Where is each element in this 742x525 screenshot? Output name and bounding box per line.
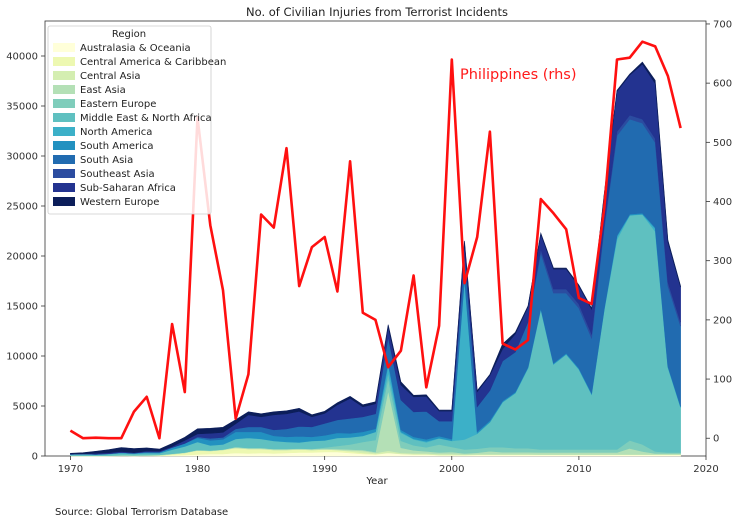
legend-label-western-europe: Western Europe <box>80 197 159 208</box>
area-western-europe <box>70 61 681 455</box>
area-series-group <box>70 61 681 457</box>
y2-tick-label: 100 <box>713 375 732 386</box>
legend-label-sub-saharan-africa: Sub-Saharan Africa <box>80 183 176 194</box>
x-tick-label: 1970 <box>58 464 83 475</box>
legend-label-east-asia: East Asia <box>80 85 126 96</box>
y2-tick-label: 700 <box>713 19 732 30</box>
legend-swatch-east-asia <box>53 85 75 94</box>
legend-label-north-america: North America <box>80 127 152 138</box>
x-axis-title: Year <box>365 476 388 487</box>
legend-swatch-sub-saharan-africa <box>53 183 75 192</box>
y-tick-label: 10000 <box>6 352 38 363</box>
y-axis-left: 0 5000 10000 15000 20000 25000 30000 35000 40000 <box>6 52 45 463</box>
legend-label-eastern-europe: Eastern Europe <box>80 99 156 110</box>
legend-swatch-australasia-and-oceania <box>53 43 75 52</box>
legend-swatch-middle-east-and-north-africa <box>53 113 75 122</box>
y-tick-label: 35000 <box>6 102 38 113</box>
legend-label-southeast-asia: Southeast Asia <box>80 169 155 180</box>
chart-title: No. of Civilian Injuries from Terrorist … <box>246 5 508 19</box>
x-tick-label: 2020 <box>693 464 718 475</box>
chart-canvas: No. of Civilian Injuries from Terrorist … <box>6 5 732 487</box>
y-tick-label: 0 <box>32 452 38 463</box>
y2-tick-label: 300 <box>713 256 732 267</box>
legend-label-middle-east-and-north-africa: Middle East & North Africa <box>80 113 212 124</box>
rhs-line-group <box>69 40 682 440</box>
legend-box <box>47 25 212 215</box>
y-tick-label: 20000 <box>6 252 38 263</box>
y-tick-label: 30000 <box>6 152 38 163</box>
x-tick-label: 2010 <box>566 464 591 475</box>
legend-swatch-southeast-asia <box>53 169 75 178</box>
y-tick-label: 25000 <box>6 202 38 213</box>
legend-swatch-south-asia <box>53 155 75 164</box>
y2-tick-label: 0 <box>713 434 719 445</box>
y-tick-label: 5000 <box>13 402 38 413</box>
x-axis: 1970 1980 1990 2000 2010 2020 <box>58 456 719 475</box>
legend-swatch-north-america <box>53 127 75 136</box>
legend-label-central-asia: Central Asia <box>80 71 141 82</box>
legend: Region Australasia & Oceania Central Ameri… <box>47 25 226 215</box>
y-tick-label: 15000 <box>6 302 38 313</box>
y-axis-right: 0 100 200 300 400 500 600 700 <box>706 19 732 445</box>
y2-tick-label: 400 <box>713 197 732 208</box>
legend-swatch-central-asia <box>53 71 75 80</box>
legend-swatch-eastern-europe <box>53 99 75 108</box>
legend-label-australasia-and-oceania: Australasia & Oceania <box>80 43 191 54</box>
x-tick-label: 1980 <box>185 464 210 475</box>
x-tick-label: 2000 <box>439 464 464 475</box>
line-philippines-rhs <box>69 40 682 440</box>
legend-label-south-asia: South Asia <box>80 155 133 166</box>
legend-swatch-central-america-and-caribbean <box>53 57 75 66</box>
y2-tick-label: 500 <box>713 138 732 149</box>
y2-tick-label: 200 <box>713 315 732 326</box>
y2-tick-label: 600 <box>713 79 732 90</box>
y-tick-label: 40000 <box>6 52 38 63</box>
source-note: Source: Global Terrorism Database <box>55 507 229 518</box>
rhs-annotation: Philippines (rhs) <box>460 67 577 83</box>
legend-swatch-western-europe <box>53 197 75 206</box>
legend-label-central-america-and-caribbean: Central America & Caribbean <box>80 57 226 68</box>
legend-swatch-south-america <box>53 141 75 150</box>
legend-title: Region <box>112 29 146 40</box>
legend-label-south-america: South America <box>80 141 154 152</box>
x-tick-label: 1990 <box>312 464 337 475</box>
